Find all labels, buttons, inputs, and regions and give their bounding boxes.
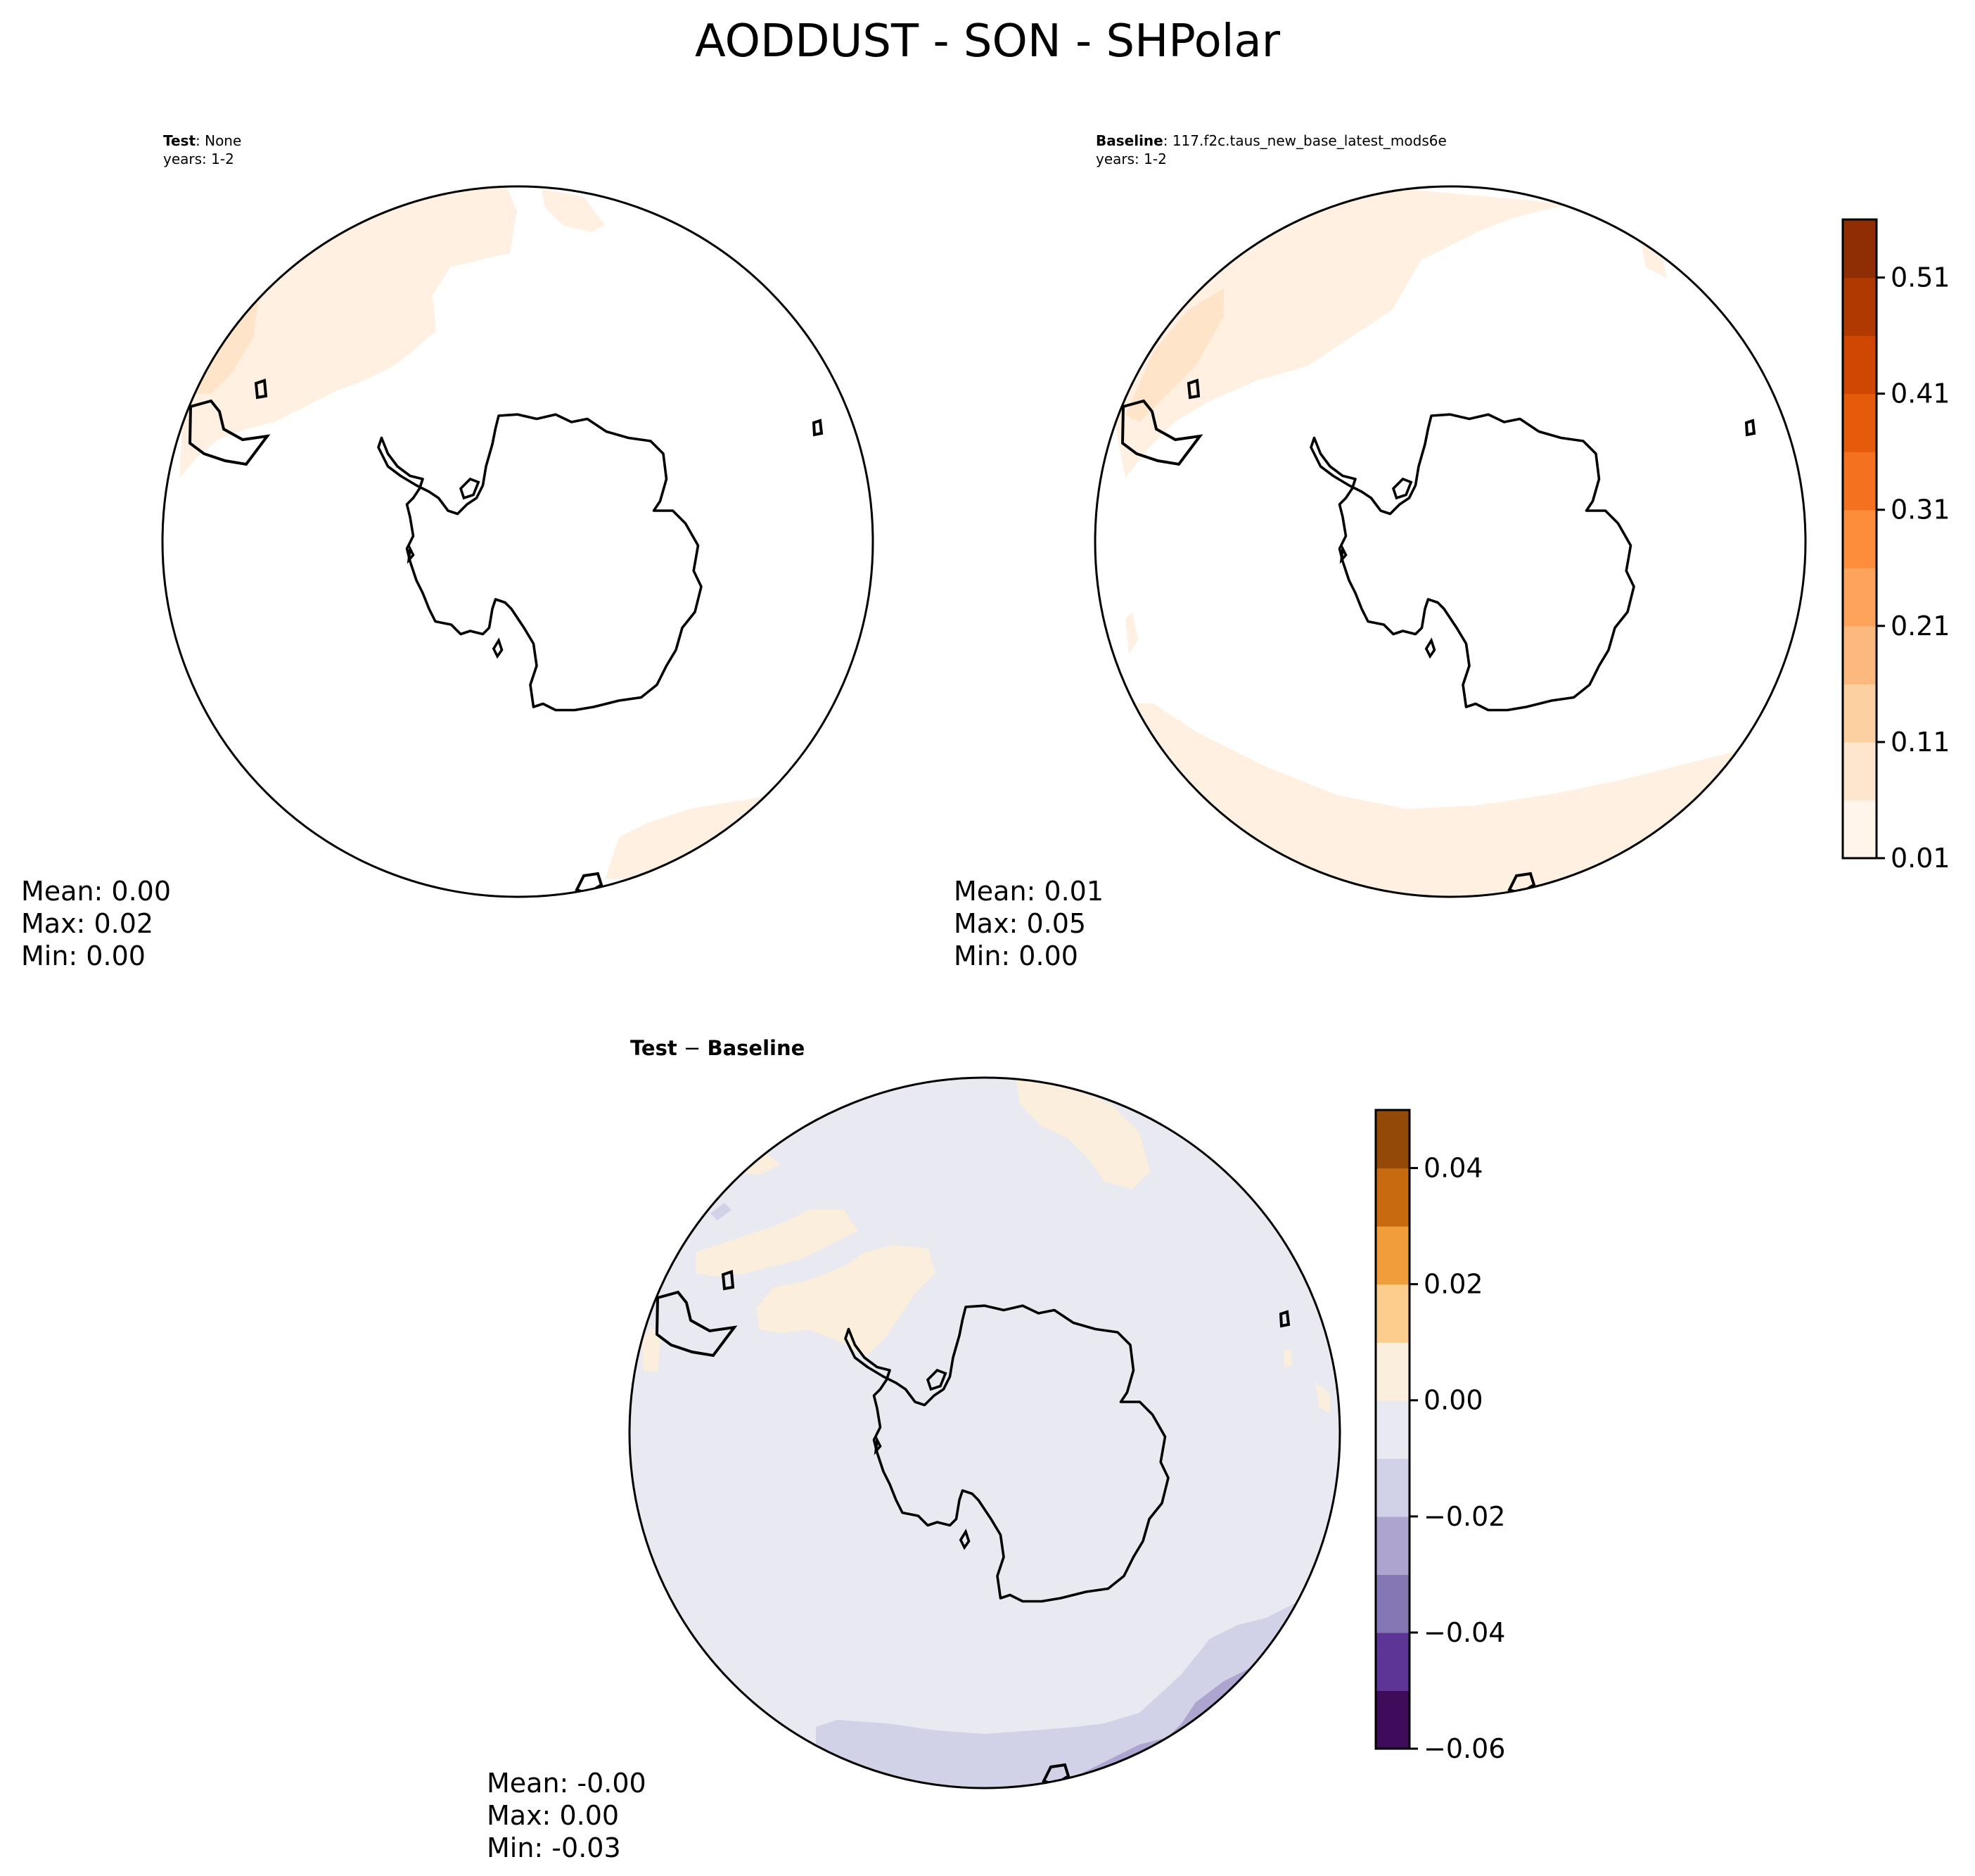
- colorbar-tick-label: −0.02: [1424, 1501, 1505, 1532]
- map-test: [162, 186, 873, 897]
- colorbar-swatch: [1376, 1168, 1410, 1227]
- panel-baseline-min: Min: 0.00: [954, 940, 1078, 971]
- colorbar-swatch: [1376, 1632, 1410, 1692]
- panel-diff-min: Min: -0.03: [487, 1832, 621, 1863]
- diff-region: [641, 1326, 661, 1372]
- panel-baseline-years: years: 1-2: [1096, 151, 1167, 167]
- colorbar-diff: 0.04 0.02 0.00 −0.02 −0.04 −0.06: [1374, 1109, 1505, 1764]
- colorbar-swatch: [1843, 277, 1877, 336]
- diff-region: [1284, 1349, 1292, 1368]
- colorbar-swatch: [1843, 800, 1877, 859]
- dust-region: [1125, 288, 1224, 422]
- dust-region: [542, 189, 605, 232]
- colorbar-swatch: [1843, 452, 1877, 511]
- panel-diff-title: Test − Baseline: [630, 1036, 805, 1060]
- panel-diff-label-b: Baseline: [707, 1036, 805, 1060]
- diff-region: [710, 1203, 731, 1220]
- colorbar-tick-label: 0.02: [1424, 1269, 1483, 1300]
- panel-baseline-max: Max: 0.05: [954, 908, 1086, 939]
- diff-region: [696, 1210, 858, 1277]
- colorbar-tick-label: 0.04: [1424, 1153, 1483, 1184]
- colorbar-tick-label: 0.51: [1891, 262, 1950, 293]
- panel-diff: Test − Baseline Mean: -0.00 Max: 0.00 Mi…: [487, 1036, 1505, 1863]
- colorbar-swatch: [1843, 219, 1877, 279]
- colorbar-baseline: 0.01 0.11 0.21 0.31 0.41 0.51: [1841, 218, 1950, 874]
- colorbar-swatch: [1376, 1226, 1410, 1285]
- map-diff: [629, 1078, 1340, 1788]
- colorbar-tick-label: 0.00: [1424, 1385, 1483, 1416]
- colorbar-swatch: [1376, 1458, 1410, 1517]
- panel-diff-label-a: Test: [630, 1036, 677, 1060]
- colorbar-swatch: [1376, 1400, 1410, 1459]
- panel-baseline: Baseline: 117.f2c.taus_new_base_latest_m…: [954, 132, 1950, 971]
- panel-test: Test: None years: 1-2 Mean: 0.00 Max: 0.…: [21, 132, 874, 971]
- panel-test-years: years: 1-2: [163, 151, 234, 167]
- colorbar-tick-label: 0.21: [1891, 611, 1950, 642]
- colorbar-frame: [1374, 1109, 1411, 1750]
- panel-test-label: Test: [163, 132, 196, 149]
- colorbar-swatch: [1376, 1110, 1410, 1169]
- panel-test-max: Max: 0.02: [21, 908, 153, 939]
- colorbar-tick-label: −0.04: [1424, 1617, 1505, 1648]
- diff-region: [1315, 1382, 1331, 1414]
- colorbar-swatch: [1376, 1516, 1410, 1575]
- colorbar-swatch: [1843, 568, 1877, 627]
- map-boundary: [1094, 185, 1807, 898]
- colorbar-swatch: [1843, 393, 1877, 452]
- panel-baseline-case: : 117.f2c.taus_new_base_latest_mods6e: [1163, 132, 1447, 149]
- colorbar-swatch: [1843, 741, 1877, 801]
- colorbar-tick-label: 0.31: [1891, 494, 1950, 525]
- dust-region: [179, 186, 517, 478]
- figure-title: AODDUST - SON - SHPolar: [695, 15, 1281, 68]
- dust-region: [1125, 612, 1138, 654]
- colorbar-tick-label: 0.11: [1891, 727, 1950, 758]
- colorbar-swatch: [1843, 509, 1877, 568]
- colorbar-swatch: [1843, 684, 1877, 743]
- colorbar-swatch: [1843, 336, 1877, 395]
- colorbar-tick-label: −0.06: [1424, 1733, 1505, 1764]
- colorbar-frame: [1841, 218, 1878, 860]
- map-boundary: [628, 1076, 1341, 1789]
- panel-test-min: Min: 0.00: [21, 940, 146, 971]
- panel-baseline-title: Baseline: 117.f2c.taus_new_base_latest_m…: [1096, 132, 1447, 149]
- panel-baseline-mean: Mean: 0.01: [954, 876, 1104, 907]
- panel-diff-mean: Mean: -0.00: [487, 1768, 646, 1799]
- panel-diff-max: Max: 0.00: [487, 1800, 619, 1831]
- colorbar-tick-label: 0.41: [1891, 378, 1950, 409]
- colorbar-swatch: [1376, 1342, 1410, 1401]
- colorbar-swatch: [1843, 625, 1877, 684]
- diff-region: [756, 1245, 935, 1358]
- panel-test-title: Test: None: [163, 132, 241, 149]
- diff-region: [1016, 1080, 1150, 1189]
- panel-baseline-label: Baseline: [1096, 132, 1163, 149]
- colorbar-swatch: [1376, 1690, 1410, 1749]
- map-boundary: [161, 185, 874, 898]
- panel-diff-sep: −: [677, 1036, 708, 1060]
- colorbar-swatch: [1376, 1284, 1410, 1343]
- colorbar-tick-label: 0.01: [1891, 843, 1950, 874]
- colorbar-swatch: [1376, 1574, 1410, 1633]
- panel-test-mean: Mean: 0.00: [21, 876, 171, 907]
- panel-test-case: : None: [196, 132, 241, 149]
